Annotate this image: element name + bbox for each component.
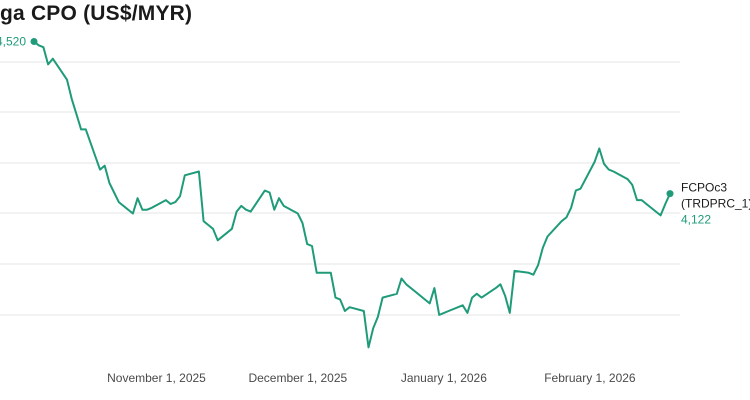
x-tick-label: November 1, 2025: [107, 371, 206, 385]
series-markers: 4,520 FCPOc3 (TRDPRC_1) 4,122: [0, 34, 750, 226]
end-value-label: 4,122: [681, 213, 711, 227]
end-point-marker: [666, 190, 674, 198]
start-point-marker: [30, 37, 38, 45]
price-series-line: [33, 40, 671, 349]
x-tick-label: December 1, 2025: [248, 371, 347, 385]
chart-title: ga CPO (US$/MYR): [0, 2, 193, 25]
end-label-field: (TRDPRC_1): [681, 197, 750, 211]
start-value-label: 4,520: [0, 34, 26, 48]
x-tick-label: February 1, 2026: [544, 371, 636, 385]
gridlines: [0, 61, 680, 316]
x-tick-label: January 1, 2026: [401, 371, 487, 385]
x-axis-ticks: November 1, 2025 December 1, 2025 January …: [107, 371, 636, 385]
end-label-ric: FCPOc3: [681, 181, 727, 195]
